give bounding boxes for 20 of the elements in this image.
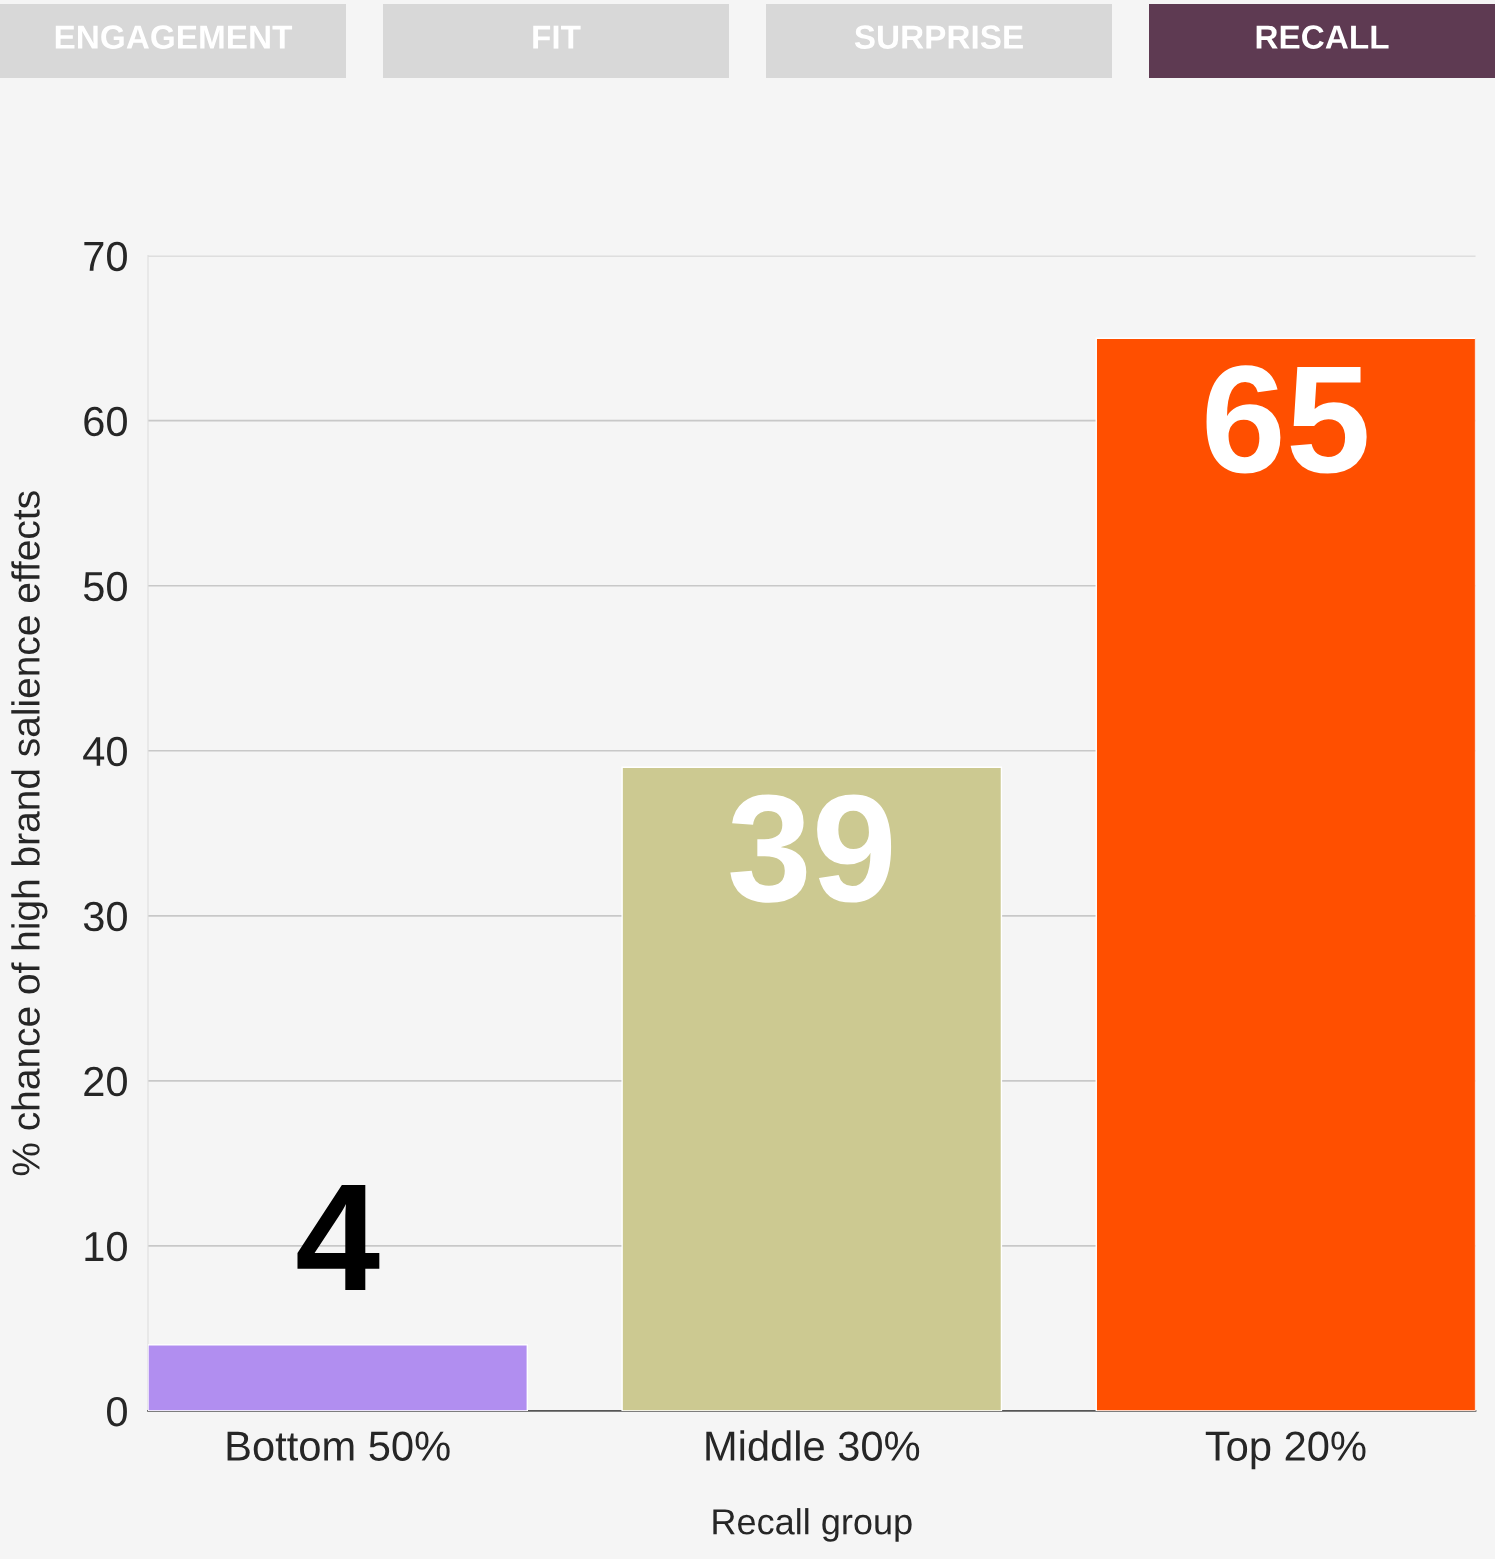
bar (1095, 337, 1476, 1411)
x-tick-label: Top 20% (1205, 1431, 1366, 1470)
data-label: 4 (297, 1184, 380, 1291)
text: RECALL (1256, 25, 1389, 49)
y-tick-label: 50 (83, 571, 127, 602)
y-tick-label: 0 (107, 1396, 127, 1427)
y-tick-label: 20 (84, 1066, 127, 1097)
x-tick-label: Middle 30% (706, 1430, 920, 1461)
bar (621, 766, 1003, 1411)
y-tick-label: 10 (85, 1231, 127, 1262)
data-label: 39 (730, 794, 892, 903)
x-axis-title: Recall group (713, 1508, 912, 1542)
y-tick-label: 40 (83, 736, 127, 767)
bar (148, 1344, 529, 1411)
x-tick-label: Bottom 50% (227, 1431, 450, 1461)
y-axis-title: % chance of high brand salience effects (11, 491, 48, 1176)
data-label: 65 (1206, 365, 1367, 474)
y-tick-label: 30 (83, 901, 127, 932)
y-tick-label: 70 (84, 241, 127, 272)
y-tick-label: 60 (84, 406, 127, 437)
